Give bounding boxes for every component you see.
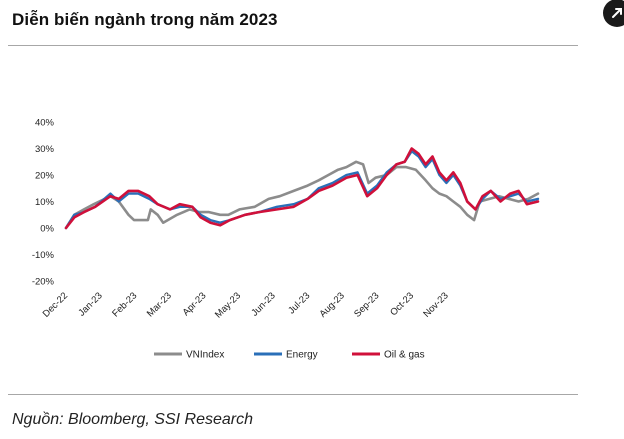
series-line-vnindex bbox=[64, 160, 540, 230]
y-axis-labels: -20% -10% 0% 10% 20% 30% 40% bbox=[32, 118, 55, 288]
series-line-oil-gas bbox=[64, 147, 540, 230]
y-tick-label: 0% bbox=[40, 224, 54, 235]
corner-button[interactable] bbox=[603, 0, 624, 27]
source-note: Nguồn: Bloomberg, SSI Research bbox=[12, 411, 254, 428]
x-tick-label: Sep-23 bbox=[352, 290, 381, 319]
y-tick-label: 20% bbox=[35, 171, 55, 182]
legend-label: VNIndex bbox=[186, 350, 224, 361]
x-tick-label: Jan-23 bbox=[76, 290, 104, 318]
x-tick-label: Aug-23 bbox=[317, 290, 346, 319]
x-axis-labels: Dec-22 Jan-23 Feb-23 Mar-23 Apr-23 May-23 Jun-… bbox=[41, 290, 451, 320]
legend-label: Oil & gas bbox=[384, 350, 425, 361]
x-tick-label: Feb-23 bbox=[110, 290, 139, 319]
x-tick-label: Jul-23 bbox=[286, 290, 312, 316]
title-divider bbox=[8, 45, 578, 46]
y-tick-label: -20% bbox=[32, 277, 55, 288]
x-tick-label: Nov-23 bbox=[421, 290, 450, 319]
x-tick-label: Jun-23 bbox=[249, 290, 277, 318]
y-tick-label: 40% bbox=[35, 118, 55, 129]
x-tick-label: May-23 bbox=[213, 290, 243, 320]
source-divider bbox=[8, 394, 578, 395]
legend-label: Energy bbox=[286, 350, 318, 361]
legend: VNIndex Energy Oil & gas bbox=[154, 350, 425, 361]
y-tick-label: -10% bbox=[32, 250, 55, 261]
y-tick-label: 10% bbox=[35, 197, 55, 208]
chart-title: Diễn biến ngành trong năm 2023 bbox=[12, 10, 278, 29]
x-tick-label: Oct-23 bbox=[388, 290, 416, 318]
x-tick-label: Mar-23 bbox=[145, 290, 174, 319]
x-tick-label: Apr-23 bbox=[181, 290, 209, 318]
x-tick-label: Dec-22 bbox=[41, 290, 70, 319]
y-tick-label: 30% bbox=[35, 144, 55, 155]
series-lines bbox=[64, 147, 540, 230]
expand-arrow-icon bbox=[612, 8, 622, 18]
